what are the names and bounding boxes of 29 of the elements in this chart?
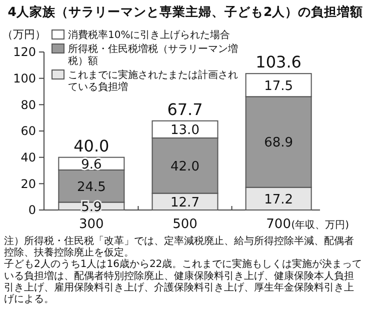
data-label: 68.9 <box>264 136 294 151</box>
legend-label: 所得税・住民税増税（サラリーマン増税）額 <box>68 43 238 67</box>
text: 子ども2人のうち1人は16歳から22歳。これまでに実施もしくは実施が決まっている負担増は、配偶者特別控除廃止、健康保険料引き上げ、健康保険本人負担引き上げ、雇用保険料引き上げ、介護保険料引き上げ、厚生年金保険料引き上げによる。 <box>4 258 362 305</box>
total-label: 67.7 <box>167 100 203 119</box>
y-tick-label: 60 <box>20 124 36 138</box>
data-label: 24.5 <box>76 180 106 195</box>
y-tick-label: 20 <box>20 176 36 191</box>
data-label: 13.0 <box>170 123 200 138</box>
legend-label: これまでに実施されたまたは計画されている負担増 <box>68 69 238 93</box>
text: 注）所得税・住民税「改革」では、定率減税廃止、給与所得控除半減、配偶者控除、扶養控除廃止を仮定。 <box>4 235 354 259</box>
y-tick-label: 100 <box>13 72 36 86</box>
data-label: 42.0 <box>170 159 200 174</box>
chart-title: 4人家族（サラリーマンと専業主婦、子ども2人）の負担増額 <box>8 4 364 19</box>
x-tick-label: 700 <box>266 217 291 232</box>
legend-label: 消費税率10%に引き上げられた場合 <box>68 29 230 41</box>
total-label: 103.6 <box>256 52 302 72</box>
data-label: 9.6 <box>81 157 102 172</box>
total-label: 40.0 <box>74 136 110 156</box>
data-label: 17.5 <box>264 78 294 94</box>
x-axis-title: (年収、万円) <box>291 219 350 231</box>
y-tick-label: 0 <box>28 203 36 218</box>
y-tick-label: 40 <box>20 150 36 165</box>
x-tick-label: 500 <box>172 217 198 232</box>
y-tick-label: 80 <box>20 98 36 112</box>
x-tick-label: 300 <box>79 217 104 232</box>
data-label: 17.2 <box>264 192 294 208</box>
y-axis-title: （万円） <box>2 28 46 41</box>
y-tick-label: 120 <box>13 45 36 60</box>
data-label: 12.7 <box>170 195 200 210</box>
